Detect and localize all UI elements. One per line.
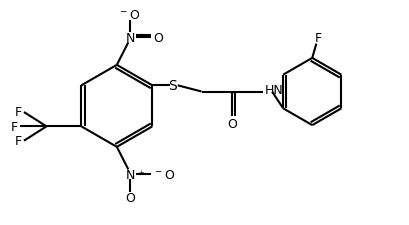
Text: O: O <box>227 117 237 130</box>
Text: F: F <box>11 120 18 133</box>
Text: $^+$: $^+$ <box>137 33 145 43</box>
Text: N: N <box>126 32 135 45</box>
Text: S: S <box>168 79 177 93</box>
Text: HN: HN <box>265 83 283 97</box>
Text: O: O <box>125 191 135 204</box>
Text: F: F <box>314 32 321 45</box>
Text: O: O <box>153 32 162 45</box>
Text: $^+$: $^+$ <box>137 170 145 180</box>
Text: N: N <box>126 168 135 181</box>
Text: F: F <box>15 135 22 148</box>
Text: F: F <box>15 106 22 119</box>
Text: $^-$O: $^-$O <box>153 168 175 181</box>
Text: $^-$O: $^-$O <box>118 9 140 22</box>
